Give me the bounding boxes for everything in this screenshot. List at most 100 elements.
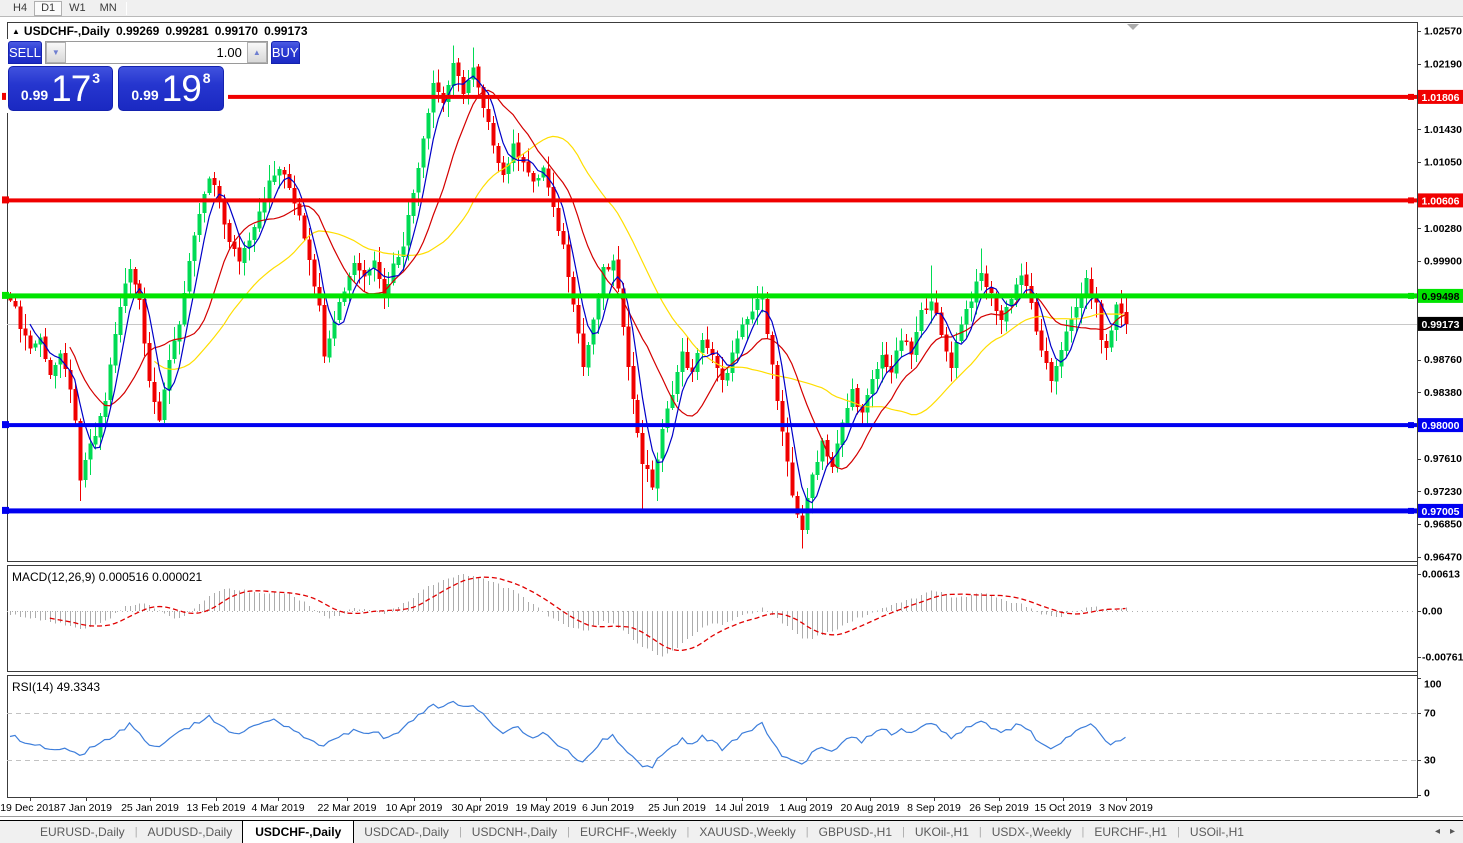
svg-text:0.00: 0.00 (1422, 606, 1443, 618)
svg-text:0: 0 (1424, 788, 1430, 800)
hline-right-marker (1408, 197, 1414, 204)
svg-text:25 Jun 2019: 25 Jun 2019 (648, 802, 706, 814)
svg-text:26 Sep 2019: 26 Sep 2019 (969, 802, 1029, 814)
ma-medium-line (69, 89, 1126, 470)
svg-text:0.99900: 0.99900 (1424, 256, 1462, 268)
rsi-value: 49.3343 (56, 680, 101, 694)
tf-button-d1[interactable]: D1 (34, 0, 63, 16)
tab-usoil-h1[interactable]: USOil-,H1 (1189, 825, 1244, 839)
tf-button-mn[interactable]: MN (99, 2, 117, 14)
toolbar-separator (125, 1, 127, 15)
tab-usdchf-daily[interactable]: USDCHF-,Daily (242, 820, 355, 843)
ma-fast-line (29, 75, 1126, 504)
hline-support-1[interactable] (7, 423, 1417, 428)
svg-text:100: 100 (1424, 679, 1442, 691)
buy-price-tile[interactable]: 0.99 19 8 (118, 66, 224, 111)
volume-increase-button[interactable]: ▲ (246, 42, 267, 63)
volume-decrease-button[interactable]: ▼ (45, 42, 66, 63)
tab-separator: | (567, 826, 570, 838)
tab-usdx-weekly[interactable]: USDX-,Weekly (991, 825, 1072, 839)
rsi-line (9, 700, 1126, 769)
svg-text:30: 30 (1424, 754, 1436, 766)
hline-right-marker (1408, 292, 1414, 299)
tab-separator: | (134, 826, 138, 838)
ohlc-high: 0.99281 (165, 24, 209, 38)
svg-text:0.99173: 0.99173 (1422, 319, 1460, 331)
hline-resistance-2[interactable] (7, 198, 1417, 203)
svg-text:0.98380: 0.98380 (1424, 387, 1462, 399)
svg-text:10 Apr 2019: 10 Apr 2019 (386, 802, 443, 814)
tab-separator: | (686, 826, 690, 838)
tab-audusd-daily[interactable]: AUDUSD-,Daily (147, 825, 233, 839)
svg-text:15 Oct 2019: 15 Oct 2019 (1034, 802, 1091, 814)
hline-pivot-green[interactable] (7, 293, 1417, 299)
svg-text:70: 70 (1424, 708, 1436, 720)
tab-gbpusd-h1[interactable]: GBPUSD-,H1 (818, 825, 892, 839)
hline-right-marker (1408, 93, 1414, 100)
tab-scroll-left-icon[interactable]: ◂ (1434, 826, 1440, 837)
tab-separator: | (805, 826, 809, 838)
chart-shift-marker-icon[interactable] (1127, 24, 1139, 30)
tf-button-w1[interactable]: W1 (69, 2, 86, 14)
svg-text:7 Jan 2019: 7 Jan 2019 (60, 802, 112, 814)
ohlc-close: 0.99173 (264, 24, 308, 38)
collapse-panel-icon[interactable]: ▲ (12, 27, 20, 36)
svg-text:1.01430: 1.01430 (1424, 124, 1462, 136)
bear-candles (8, 62, 1129, 531)
svg-text:1.02570: 1.02570 (1424, 26, 1462, 38)
tab-separator: | (978, 826, 982, 838)
buy-price-prefix: 0.99 (131, 87, 159, 103)
sell-price-tile[interactable]: 0.99 17 3 (8, 66, 113, 111)
tf-button-h4[interactable]: H4 (13, 2, 28, 14)
price-axis[interactable]: 1.02570 1.02190 1.01430 1.01050 1.00280 0.999… (1417, 22, 1463, 800)
svg-text:6 Jun 2019: 6 Jun 2019 (582, 802, 634, 814)
tab-separator: | (1081, 826, 1085, 838)
tab-ukoil-h1[interactable]: UKOil-,H1 (914, 825, 969, 839)
ohlc-open: 0.99269 (115, 24, 160, 38)
one-click-trade-panel: SELL ▼ ▲ BUY 0.99 17 3 0.99 19 8 (6, 39, 300, 113)
date-axis[interactable]: 19 Dec 2018 7 Jan 2019 25 Jan 2019 13 Feb 2… (0, 798, 1153, 814)
volume-input[interactable] (65, 42, 247, 63)
chart-title: ▲ USDCHF-,Daily 0.99269 0.99281 0.99170 0.991… (12, 24, 308, 38)
buy-price-big: 19 (161, 68, 202, 110)
tab-usdcad-daily[interactable]: USDCAD-,Daily (364, 825, 449, 839)
svg-text:1.00280: 1.00280 (1424, 223, 1462, 235)
svg-text:0.98000: 0.98000 (1422, 420, 1460, 432)
buy-price-sup: 8 (202, 70, 211, 86)
svg-text:-0.007612: -0.007612 (1422, 652, 1463, 664)
hline-resistance-1[interactable] (7, 94, 1417, 99)
sell-button[interactable]: SELL (8, 41, 42, 64)
svg-text:0.97005: 0.97005 (1422, 506, 1460, 518)
buy-button[interactable]: BUY (270, 41, 300, 64)
svg-text:0.97230: 0.97230 (1424, 486, 1462, 498)
tab-xauusd-weekly[interactable]: XAUUSD-,Weekly (699, 825, 796, 839)
sell-price-sup: 3 (92, 70, 101, 86)
svg-text:1.00606: 1.00606 (1422, 195, 1460, 207)
chart-background (0, 17, 1463, 820)
tab-eurchf-weekly[interactable]: EURCHF-,Weekly (580, 825, 677, 839)
tab-scroll-right-icon[interactable]: ▸ (1449, 826, 1455, 837)
svg-text:0.96470: 0.96470 (1424, 552, 1462, 564)
svg-text:0.98760: 0.98760 (1424, 354, 1462, 366)
tab-eurchf-h1[interactable]: EURCHF-,H1 (1094, 825, 1168, 839)
timeframe-toolbar: H4 D1 W1 MN (0, 0, 1463, 17)
svg-text:19 May 2019: 19 May 2019 (516, 802, 577, 814)
svg-text:22 Mar 2019: 22 Mar 2019 (318, 802, 377, 814)
hline-support-2[interactable] (7, 508, 1417, 514)
tab-usdcnh-daily[interactable]: USDCNH-,Daily (471, 825, 558, 839)
macd-label: MACD(12,26,9) 0.000516 0.000021 (12, 570, 202, 584)
ma-slow-line (154, 135, 1126, 416)
tab-separator: | (1177, 826, 1180, 838)
svg-text:1 Aug 2019: 1 Aug 2019 (779, 802, 832, 814)
symbol-tab-strip: EURUSD-,Daily | AUDUSD-,Daily USDCHF-,Daily… (0, 820, 1463, 843)
tab-eurusd-daily[interactable]: EURUSD-,Daily (40, 825, 125, 839)
macd-value-1: 0.000516 (98, 570, 149, 584)
rsi-name: RSI(14) (12, 680, 54, 694)
svg-text:1.02190: 1.02190 (1424, 58, 1462, 70)
svg-text:19 Dec 2018: 19 Dec 2018 (0, 802, 60, 814)
svg-text:25 Jan 2019: 25 Jan 2019 (121, 802, 179, 814)
sell-price-big: 17 (51, 68, 91, 110)
hline-left-marker (2, 92, 9, 100)
